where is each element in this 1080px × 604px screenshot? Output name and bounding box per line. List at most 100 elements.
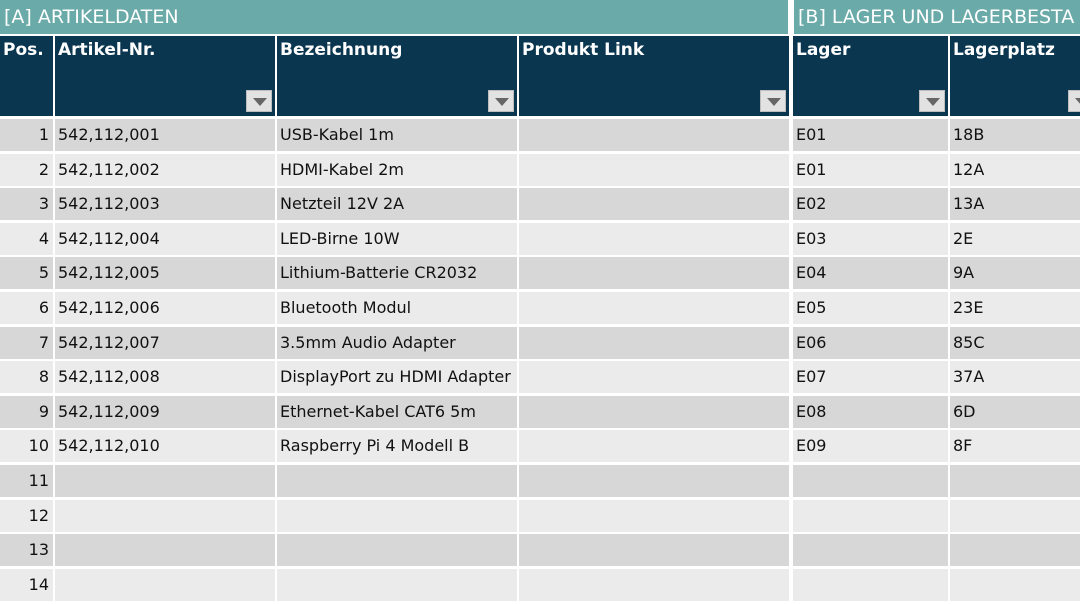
table-cell-lager[interactable] [793, 568, 948, 601]
table-cell-lagerplatz[interactable]: 6D [950, 395, 1080, 428]
table-cell-lager[interactable] [793, 499, 948, 532]
table-cell-pos[interactable]: 6 [0, 292, 53, 324]
table-cell-bezeichnung[interactable] [277, 534, 517, 567]
section-artikeldaten-header: [A] ARTIKELDATEN [0, 0, 788, 34]
table-cell-artikel-nr[interactable]: 542,112,009 [55, 395, 275, 428]
table-cell-pos[interactable]: 7 [0, 326, 53, 359]
table-cell-bezeichnung[interactable] [277, 465, 517, 497]
table-cell-produkt-link[interactable] [519, 395, 789, 428]
table-cell-artikel-nr[interactable]: 542,112,001 [55, 119, 275, 151]
table-cell-pos[interactable]: 2 [0, 153, 53, 186]
table-cell-artikel-nr[interactable]: 542,112,004 [55, 222, 275, 255]
column-header-label: Lagerplatz [953, 40, 1055, 60]
table-cell-pos[interactable]: 11 [0, 465, 53, 497]
table-cell-lagerplatz[interactable]: 8F [950, 430, 1080, 463]
table-cell-lager[interactable]: E01 [793, 153, 948, 186]
table-cell-artikel-nr[interactable]: 542,112,006 [55, 292, 275, 324]
table-cell-lagerplatz[interactable]: 37A [950, 361, 1080, 394]
table-cell-produkt-link[interactable] [519, 119, 789, 151]
table-cell-bezeichnung[interactable]: LED-Birne 10W [277, 222, 517, 255]
table-cell-artikel-nr[interactable] [55, 499, 275, 532]
table-cell-bezeichnung[interactable]: 3.5mm Audio Adapter [277, 326, 517, 359]
table-cell-artikel-nr[interactable]: 542,112,002 [55, 153, 275, 186]
table-cell-artikel-nr[interactable] [55, 534, 275, 567]
table-cell-bezeichnung[interactable]: Bluetooth Modul [277, 292, 517, 324]
table-cell-bezeichnung[interactable] [277, 568, 517, 601]
table-cell-artikel-nr[interactable]: 542,112,007 [55, 326, 275, 359]
table-cell-produkt-link[interactable] [519, 430, 789, 463]
table-cell-lager[interactable]: E07 [793, 361, 948, 394]
table-cell-bezeichnung[interactable]: Raspberry Pi 4 Modell B [277, 430, 517, 463]
table-cell-lagerplatz[interactable] [950, 534, 1080, 567]
table-cell-bezeichnung[interactable]: Lithium-Batterie CR2032 [277, 257, 517, 290]
table-cell-pos[interactable]: 5 [0, 257, 53, 290]
table-cell-pos[interactable]: 9 [0, 395, 53, 428]
column-header-lager: Lager [793, 36, 948, 116]
table-cell-lagerplatz[interactable] [950, 499, 1080, 532]
table-cell-lager[interactable]: E04 [793, 257, 948, 290]
table-cell-lagerplatz[interactable]: 9A [950, 257, 1080, 290]
column-header-label: Lager [796, 40, 851, 60]
table-cell-bezeichnung[interactable]: Ethernet-Kabel CAT6 5m [277, 395, 517, 428]
table-cell-produkt-link[interactable] [519, 326, 789, 359]
table-cell-lagerplatz[interactable]: 12A [950, 153, 1080, 186]
table-cell-lager[interactable] [793, 465, 948, 497]
filter-dropdown-button[interactable] [488, 90, 514, 112]
table-cell-lagerplatz[interactable] [950, 465, 1080, 497]
table-cell-produkt-link[interactable] [519, 465, 789, 497]
column-header-label: Artikel-Nr. [58, 40, 156, 60]
table-cell-lager[interactable]: E09 [793, 430, 948, 463]
table-cell-lager[interactable]: E08 [793, 395, 948, 428]
table-cell-lagerplatz[interactable]: 2E [950, 222, 1080, 255]
table-cell-lager[interactable]: E03 [793, 222, 948, 255]
column-header-pos: Pos. [0, 36, 53, 116]
table-cell-produkt-link[interactable] [519, 292, 789, 324]
table-cell-produkt-link[interactable] [519, 534, 789, 567]
table-cell-artikel-nr[interactable]: 542,112,010 [55, 430, 275, 463]
table-cell-artikel-nr[interactable]: 542,112,008 [55, 361, 275, 394]
table-cell-lagerplatz[interactable]: 13A [950, 188, 1080, 221]
table-cell-lager[interactable]: E01 [793, 119, 948, 151]
table-cell-produkt-link[interactable] [519, 568, 789, 601]
table-cell-pos[interactable]: 1 [0, 119, 53, 151]
table-cell-produkt-link[interactable] [519, 257, 789, 290]
table-cell-artikel-nr[interactable] [55, 568, 275, 601]
table-cell-produkt-link[interactable] [519, 499, 789, 532]
table-cell-artikel-nr[interactable]: 542,112,003 [55, 188, 275, 221]
table-cell-pos[interactable]: 14 [0, 568, 53, 601]
column-header-label: Produkt Link [522, 40, 645, 60]
table-cell-lagerplatz[interactable]: 23E [950, 292, 1080, 324]
table-cell-lagerplatz[interactable] [950, 568, 1080, 601]
table-cell-pos[interactable]: 10 [0, 430, 53, 463]
table-cell-artikel-nr[interactable] [55, 465, 275, 497]
table-cell-produkt-link[interactable] [519, 153, 789, 186]
table-cell-lager[interactable]: E02 [793, 188, 948, 221]
filter-dropdown-button[interactable] [246, 90, 272, 112]
table-cell-bezeichnung[interactable]: DisplayPort zu HDMI Adapter [277, 361, 517, 394]
table-cell-pos[interactable]: 4 [0, 222, 53, 255]
table-cell-bezeichnung[interactable] [277, 499, 517, 532]
table-cell-pos[interactable]: 3 [0, 188, 53, 221]
table-cell-lager[interactable]: E05 [793, 292, 948, 324]
table-cell-produkt-link[interactable] [519, 188, 789, 221]
table-cell-produkt-link[interactable] [519, 222, 789, 255]
table-cell-pos[interactable]: 12 [0, 499, 53, 532]
table-cell-pos[interactable]: 13 [0, 534, 53, 567]
table-cell-artikel-nr[interactable]: 542,112,005 [55, 257, 275, 290]
table-cell-bezeichnung[interactable]: Netzteil 12V 2A [277, 188, 517, 221]
table-cell-lager[interactable]: E06 [793, 326, 948, 359]
table-cell-bezeichnung[interactable]: HDMI-Kabel 2m [277, 153, 517, 186]
table-cell-lager[interactable] [793, 534, 948, 567]
table-cell-lagerplatz[interactable]: 85C [950, 326, 1080, 359]
table-cell-pos[interactable]: 8 [0, 361, 53, 394]
column-header-bezeichnung: Bezeichnung [277, 36, 517, 116]
filter-dropdown-button[interactable] [1068, 90, 1080, 112]
chevron-down-icon [926, 98, 940, 106]
column-header-produkt-link: Produkt Link [519, 36, 789, 116]
filter-dropdown-button[interactable] [919, 90, 945, 112]
table-cell-produkt-link[interactable] [519, 361, 789, 394]
table-cell-lagerplatz[interactable]: 18B [950, 119, 1080, 151]
table-cell-bezeichnung[interactable]: USB-Kabel 1m [277, 119, 517, 151]
filter-dropdown-button[interactable] [760, 90, 786, 112]
column-header-label: Bezeichnung [280, 40, 403, 60]
